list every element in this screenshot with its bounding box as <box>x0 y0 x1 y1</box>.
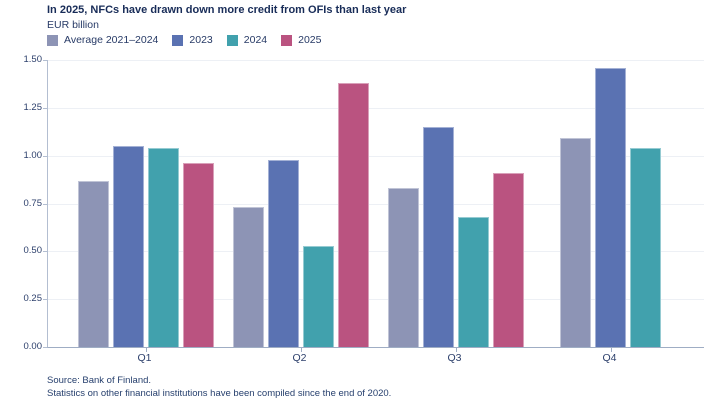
bar-2025-q3 <box>492 172 524 347</box>
y-axis-tick <box>43 203 47 205</box>
gridline <box>48 203 704 205</box>
y-tick-label: 1.25 <box>23 101 43 113</box>
x-tick-label-q4: Q4 <box>602 352 617 364</box>
y-axis-tick <box>43 107 47 109</box>
bar-2024-q2 <box>302 245 334 347</box>
legend-item-2023: 2023 <box>172 34 213 46</box>
gridline <box>48 251 704 253</box>
bar-2023-q1 <box>112 146 144 347</box>
bar-group-q2 <box>223 83 378 347</box>
gridline <box>48 299 704 301</box>
bar-groups <box>48 60 704 347</box>
y-axis-tick <box>43 347 47 348</box>
bar-2025-q1 <box>182 163 214 347</box>
source-line-1: Source: Bank of Finland. <box>47 375 152 386</box>
x-tick-label-q2: Q2 <box>292 352 307 364</box>
legend-swatch-2023 <box>172 34 184 46</box>
bar-group-q1 <box>68 146 223 347</box>
x-axis-tick <box>610 348 612 352</box>
bar-average-q2 <box>232 207 264 347</box>
y-tick-label: 0.25 <box>23 293 43 305</box>
y-tick-label: 1.00 <box>23 149 43 161</box>
x-tick-label-q3: Q3 <box>447 352 462 364</box>
y-axis-tick <box>43 155 47 157</box>
bar-2023-q2 <box>267 159 299 347</box>
legend-swatch-average <box>47 34 58 46</box>
legend-label: Average 2021–2024 <box>64 34 159 46</box>
bar-2024-q3 <box>457 216 489 347</box>
y-tick-label: 1.50 <box>23 54 43 65</box>
plot-area <box>43 60 704 352</box>
legend-swatch-2025 <box>281 34 293 46</box>
y-tick-label: 0.75 <box>23 197 43 209</box>
chart-title: In 2025, NFCs have drawn down more credi… <box>47 4 407 16</box>
y-axis-tick <box>43 299 47 301</box>
x-axis-tick <box>145 348 147 352</box>
bar-2023-q3 <box>422 127 454 347</box>
legend-item-2024: 2024 <box>226 34 268 46</box>
y-axis-tick <box>43 60 47 61</box>
legend-item-average: Average 2021–2024 <box>47 34 158 46</box>
y-tick-label: 0.50 <box>23 245 43 257</box>
legend-label: 2024 <box>243 34 268 46</box>
bar-average-q3 <box>387 188 419 347</box>
legend-item-2025: 2025 <box>281 34 321 46</box>
x-tick-label-q1: Q1 <box>137 352 152 364</box>
legend-swatch-2024 <box>226 34 238 46</box>
gridline <box>48 107 704 109</box>
y-axis-tick <box>43 251 47 253</box>
bar-group-q4 <box>533 67 688 347</box>
bar-average-q4 <box>560 138 591 347</box>
y-tick-label: 0.00 <box>23 341 43 352</box>
bar-2024-q4 <box>630 148 661 347</box>
x-axis-tick <box>300 348 302 352</box>
legend-label: 2025 <box>298 34 322 46</box>
bar-2025-q2 <box>337 83 369 347</box>
source-line-2: Statistics on other financial institutio… <box>47 388 392 399</box>
gridline <box>48 155 704 157</box>
bar-average-q1 <box>77 180 109 347</box>
chart-legend: Average 2021–2024 2023 2024 2025 <box>47 34 321 46</box>
bar-group-q3 <box>378 127 533 347</box>
bar-2024-q1 <box>147 148 179 347</box>
x-axis-tick <box>455 348 457 352</box>
bar-2023-q4 <box>595 67 626 347</box>
gridline <box>48 60 704 61</box>
legend-label: 2023 <box>189 34 213 46</box>
chart-subtitle: EUR billion <box>47 19 99 31</box>
